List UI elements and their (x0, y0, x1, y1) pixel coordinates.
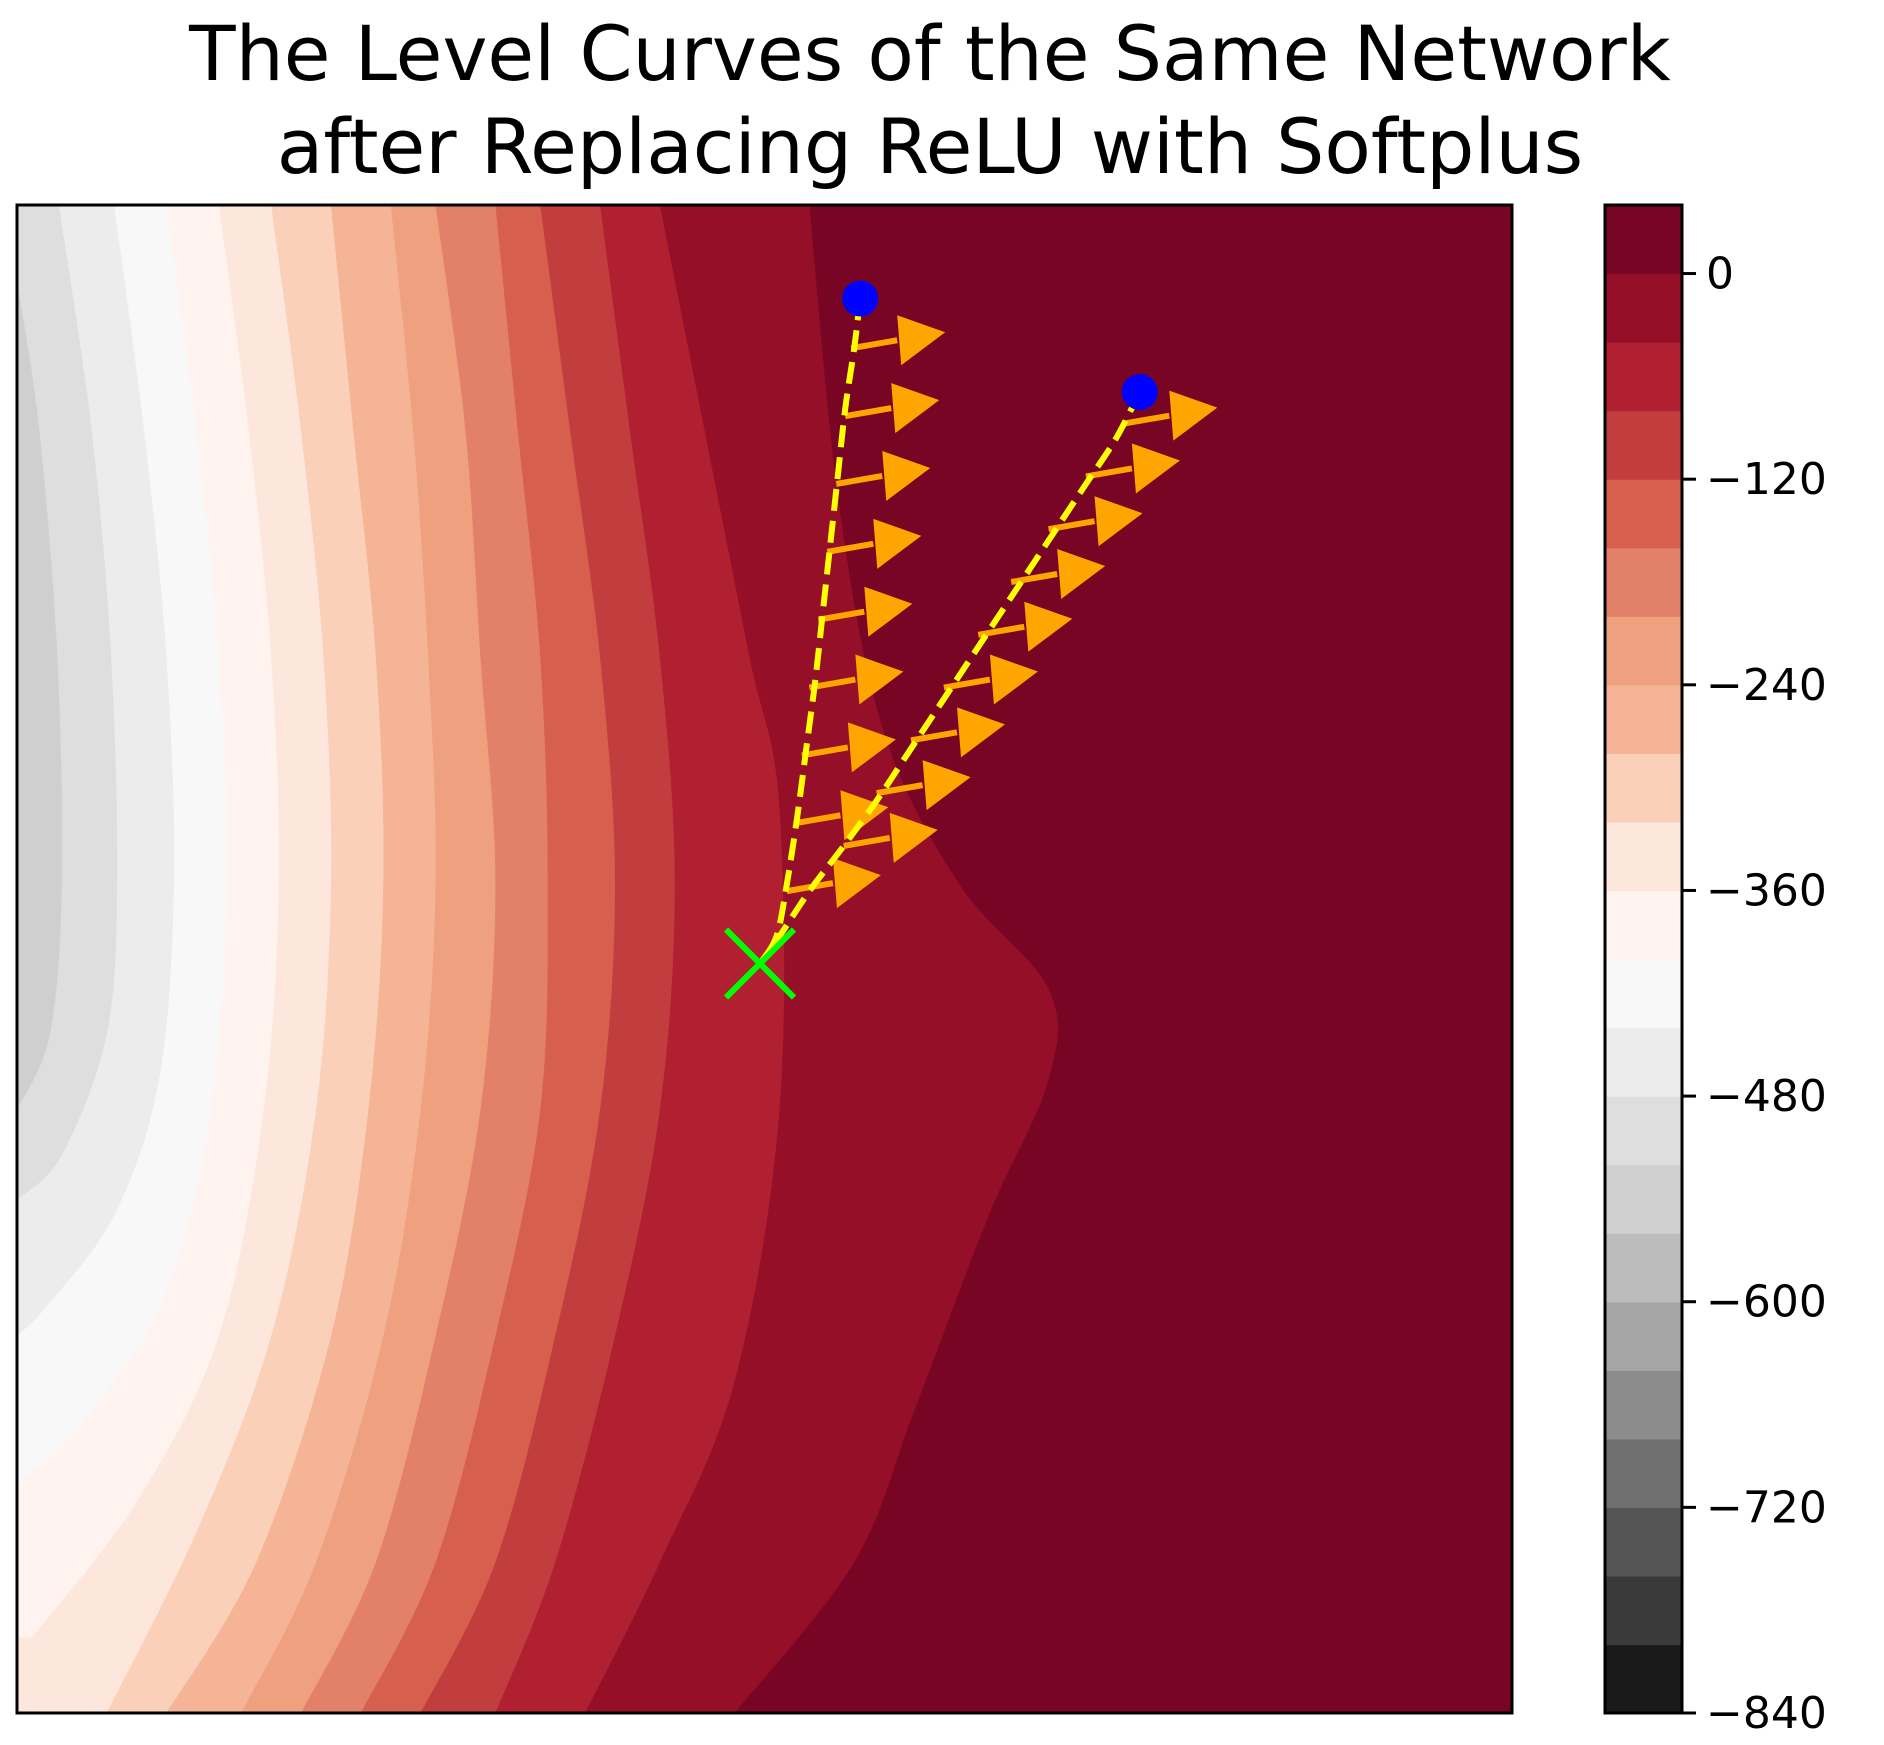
gradient-arrow-1-0 (1122, 390, 1218, 441)
colorbar-segment-8 (1605, 1096, 1682, 1166)
contour-band-13 (17, 205, 63, 1110)
colorbar-segment-13 (1605, 753, 1682, 823)
colorbar-segment-12 (1605, 821, 1682, 892)
gradient-arrow-0-6 (801, 722, 896, 773)
colorbar-segment-6 (1605, 1233, 1682, 1303)
colorbar-segment-2 (1605, 1507, 1682, 1577)
plot-area (17, 205, 1512, 1713)
trajectory-layer (723, 280, 1218, 1000)
trajectory-line-0 (757, 298, 864, 966)
colorbar-segment-10 (1605, 959, 1682, 1029)
colorbar-segment-9 (1605, 1027, 1682, 1097)
colorbar-tick-label-3: −360 (1706, 865, 1827, 916)
colorbar-segment-0 (1605, 1644, 1682, 1714)
colorbar-ticks: 0 −120 −240 −360 −480 −600 −720 −840 (1682, 249, 1827, 1739)
gradient-arrow-1-2 (1048, 496, 1143, 547)
colorbar-frame (1603, 203, 1684, 1715)
colorbar-segment-3 (1605, 1438, 1682, 1508)
colorbar-segment-5 (1605, 1301, 1682, 1371)
colorbar-segment-11 (1605, 890, 1682, 960)
colorbar-tick-label-7: −840 (1706, 1688, 1827, 1739)
colorbar-tick-label-5: −600 (1706, 1277, 1827, 1328)
colorbar-tick-label-1: −120 (1706, 454, 1827, 505)
trajectory-line-1 (757, 390, 1143, 966)
gradient-arrow-0-7 (793, 790, 889, 841)
colorbar-segment-7 (1605, 1164, 1682, 1234)
gradient-arrow-0-4 (817, 586, 913, 637)
target-x-marker (723, 927, 797, 1000)
gradient-arrow-0-2 (835, 450, 931, 501)
gradient-arrow-0-1 (844, 383, 940, 434)
colorbar-segment-20 (1605, 273, 1682, 343)
chart-title-line-1: The Level Curves of the Same Network (188, 9, 1671, 98)
colorbar-tick-label-6: −720 (1706, 1482, 1827, 1533)
gradient-arrow-1-1 (1085, 443, 1180, 494)
gradient-arrow-1-7 (876, 760, 971, 811)
gradient-arrow-0-3 (826, 518, 922, 569)
gradient-arrow-1-4 (977, 601, 1073, 652)
gradient-arrow-1-5 (943, 654, 1038, 705)
colorbar-tick-label-2: −240 (1706, 660, 1827, 711)
plot-frame (15, 203, 1514, 1715)
chart-title-line-2: after Replacing ReLU with Softplus (277, 102, 1583, 191)
colorbar-segment-17 (1605, 479, 1682, 549)
gradient-arrow-0-0 (850, 315, 946, 366)
colorbar (1605, 205, 1682, 1714)
colorbar-segment-15 (1605, 616, 1682, 686)
colorbar-segment-19 (1605, 342, 1682, 412)
gradient-arrow-1-8 (843, 812, 938, 863)
colorbar-tick-label-0: 0 (1706, 249, 1734, 300)
start-marker-0 (842, 280, 879, 317)
colorbar-tick-label-4: −480 (1706, 1071, 1827, 1122)
colorbar-segment-21 (1605, 205, 1682, 275)
colorbar-segment-1 (1605, 1575, 1682, 1646)
colorbar-segment-14 (1605, 684, 1682, 754)
start-marker-1 (1121, 373, 1158, 410)
colorbar-segment-18 (1605, 410, 1682, 480)
colorbar-segment-16 (1605, 547, 1682, 617)
colorbar-segment-4 (1605, 1370, 1682, 1440)
gradient-arrow-1-6 (910, 707, 1006, 758)
